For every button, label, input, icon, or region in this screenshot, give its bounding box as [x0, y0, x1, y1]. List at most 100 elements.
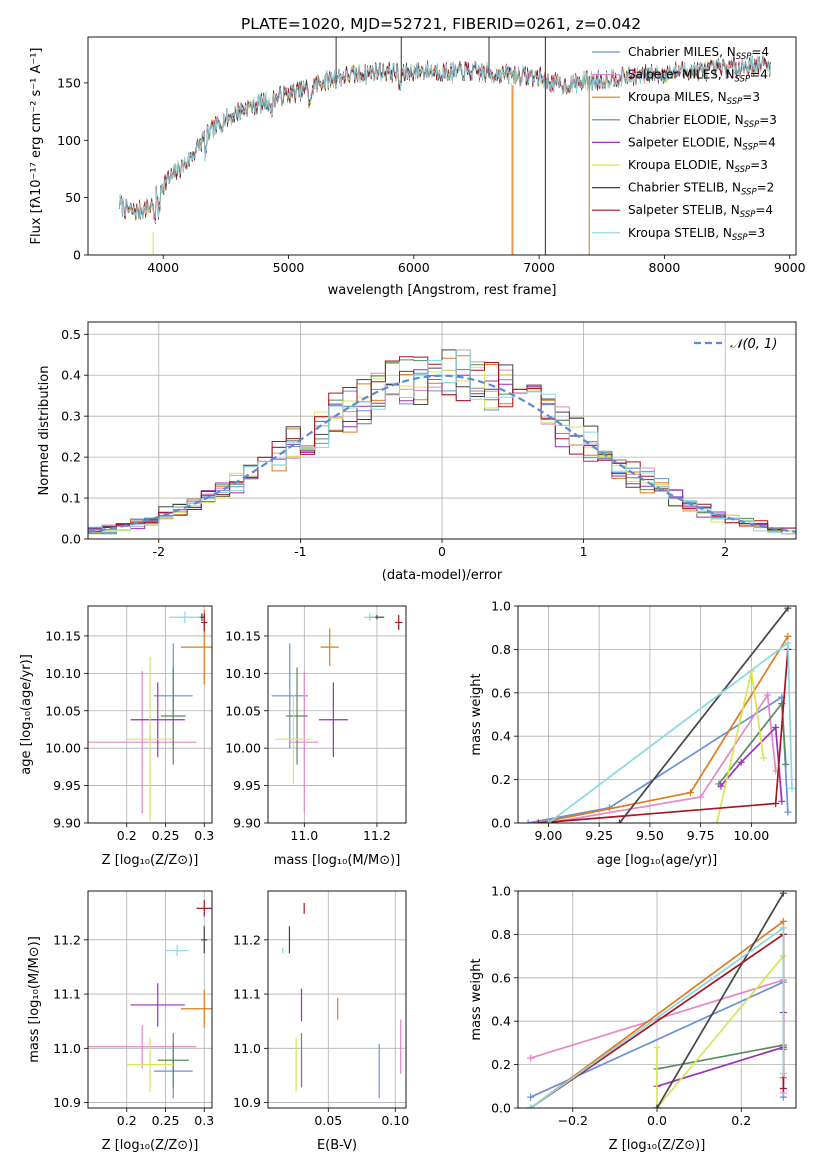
- axes-frame: [267, 890, 407, 1109]
- y-tick-label: 10.05: [225, 703, 261, 718]
- y-tick-label: 0.4: [61, 368, 81, 383]
- legend-entry: Chabrier ELODIE, NSSP=3: [628, 113, 777, 130]
- y-axis-label: mass weight: [469, 958, 484, 1040]
- x-tick-label: -2: [153, 544, 165, 559]
- y-tick-label: 10.15: [45, 628, 81, 643]
- mass-weight-point: [772, 799, 780, 807]
- y-axis-label: age [log₁₀(age/yr)]: [19, 654, 34, 775]
- mass-weight-point: [615, 819, 623, 823]
- x-tick-label: 0.25: [152, 1113, 180, 1128]
- x-axis-label: (data-model)/error: [382, 568, 503, 583]
- panel-mass-vs-ebv: 0.05 0.10 10.9 11.0 11.1 11.2 E(B-V): [233, 890, 409, 1153]
- y-tick-label: 11.0: [233, 1041, 261, 1056]
- x-tick-label: 0: [438, 544, 446, 559]
- y-tick-label: 0.2: [491, 772, 511, 787]
- legend-entry: Kroupa ELODIE, NSSP=3: [628, 158, 768, 175]
- y-tick-label: 10.05: [45, 703, 81, 718]
- y-tick-label: 0.0: [491, 816, 511, 831]
- x-tick-label: 11.2: [363, 828, 391, 843]
- y-tick-label: 150: [57, 75, 81, 90]
- y-tick-label: 10.15: [225, 628, 261, 643]
- mass-weight-point: [779, 891, 787, 897]
- y-tick-label: 11.0: [53, 1041, 81, 1056]
- mass-weight-point: [697, 793, 705, 801]
- mass-weight-point: [784, 632, 792, 640]
- x-axis-label: wavelength [Angstrom, rest frame]: [328, 283, 557, 298]
- mass-weight-point: [524, 819, 532, 823]
- x-tick-label: 0.05: [314, 1113, 342, 1128]
- y-tick-label: 50: [65, 190, 81, 205]
- y-tick-label: 1.0: [491, 599, 511, 614]
- x-axis-label: Z [log₁₀(Z/Z⊙)]: [102, 853, 199, 868]
- y-axis-label: Normed distribution: [37, 366, 52, 496]
- mass-weight-line-chabrier_elodie: [656, 1044, 785, 1070]
- x-tick-label: 0.10: [381, 1113, 409, 1128]
- mass-weight-point: [544, 819, 552, 823]
- x-tick-label: 0.3: [194, 1113, 214, 1128]
- y-tick-label: 9.90: [233, 816, 261, 831]
- y-tick-label: 0.1: [61, 491, 81, 506]
- y-tick-label: 0.2: [61, 450, 81, 465]
- mass-weight-line-chabrier_stelib: [656, 892, 785, 1108]
- y-tick-label: 11.2: [233, 932, 261, 947]
- y-tick-label: 9.95: [233, 778, 261, 793]
- panel-mass-weight-vs-z: −0.2 0.0 0.2 0.0 0.2 0.4 0.6 0.8 1.0 Z [log₁₀(Z/Z…: [469, 884, 797, 1153]
- legend-entry: Kroupa STELIB, NSSP=3: [628, 226, 765, 243]
- axes-frame: [87, 890, 213, 1109]
- y-axis-label: mass weight: [469, 673, 484, 755]
- y-tick-label: 0.4: [491, 729, 511, 744]
- mass-weight-point: [778, 797, 786, 805]
- mass-weight-point: [534, 819, 542, 823]
- x-tick-label: 0.2: [117, 1113, 137, 1128]
- x-tick-label: 11.0: [290, 828, 318, 843]
- y-tick-label: 0.6: [491, 685, 511, 700]
- axes-frame: [87, 605, 213, 824]
- mass-weight-point: [779, 1084, 787, 1092]
- mass-weight-point: [760, 754, 768, 762]
- x-tick-label: 0.3: [194, 828, 214, 843]
- y-tick-label: 10.00: [45, 741, 81, 756]
- y-tick-label: 10.9: [233, 1095, 261, 1110]
- mass-weight-point: [527, 1104, 535, 1108]
- mass-weight-point: [717, 782, 725, 790]
- legend-entry: Kroupa MILES, NSSP=3: [628, 90, 760, 107]
- y-tick-label: 1.0: [491, 884, 511, 899]
- y-tick-label: 10.00: [225, 741, 261, 756]
- x-tick-label: 7000: [523, 260, 555, 275]
- mass-weight-line-kroupa_miles: [538, 635, 789, 823]
- y-tick-label: 0.4: [491, 1014, 511, 1029]
- mass-weight-point: [764, 691, 772, 699]
- x-axis-label: mass [log₁₀(M/M⊙)]: [274, 853, 401, 868]
- x-tick-label: 5000: [273, 260, 305, 275]
- mass-weight-point: [788, 784, 796, 792]
- y-tick-label: 10.10: [45, 666, 81, 681]
- legend-entry: Chabrier MILES, NSSP=4: [628, 45, 769, 62]
- panel-mass-weight-vs-age: 9.00 9.25 9.50 9.75 10.00 0.0 0.2 0.4 0.6 0.8 1.0 a…: [469, 599, 797, 868]
- y-tick-label: 9.95: [53, 778, 81, 793]
- y-tick-label: 0.0: [491, 1101, 511, 1116]
- mass-weight-point: [686, 789, 694, 797]
- y-tick-label: 0.8: [491, 927, 511, 942]
- axes-frame: [87, 36, 797, 256]
- y-tick-label: 11.1: [53, 987, 81, 1002]
- x-axis-label: Z [log₁₀(Z/Z⊙)]: [102, 1138, 199, 1153]
- panel-age-vs-mass: 11.0 11.2 9.90 9.95 10.00 10.05 10.10 10.15 mass…: [225, 605, 407, 868]
- x-tick-label: 9000: [774, 260, 806, 275]
- x-tick-label: 9.75: [687, 828, 715, 843]
- mass-weight-point: [779, 1069, 787, 1077]
- y-tick-label: 0.5: [61, 327, 81, 342]
- y-tick-label: 0.6: [491, 970, 511, 985]
- normal-curve: [88, 374, 796, 533]
- y-tick-label: 100: [57, 133, 81, 148]
- x-tick-label: 0.2: [117, 828, 137, 843]
- y-tick-label: 0: [73, 248, 81, 263]
- mass-weight-point: [653, 1104, 661, 1108]
- x-tick-label: 1: [580, 544, 588, 559]
- panel-residuals: -2 -1 0 1 2 0.0 0.1 0.2 0.3 0.4 0.5 (data-model)/er…: [37, 321, 797, 583]
- mass-weight-point: [737, 758, 745, 766]
- x-tick-label: 0.2: [731, 1113, 751, 1128]
- x-tick-label: 4000: [147, 260, 179, 275]
- mass-weight-point: [779, 924, 787, 932]
- mass-weight-point: [784, 808, 792, 816]
